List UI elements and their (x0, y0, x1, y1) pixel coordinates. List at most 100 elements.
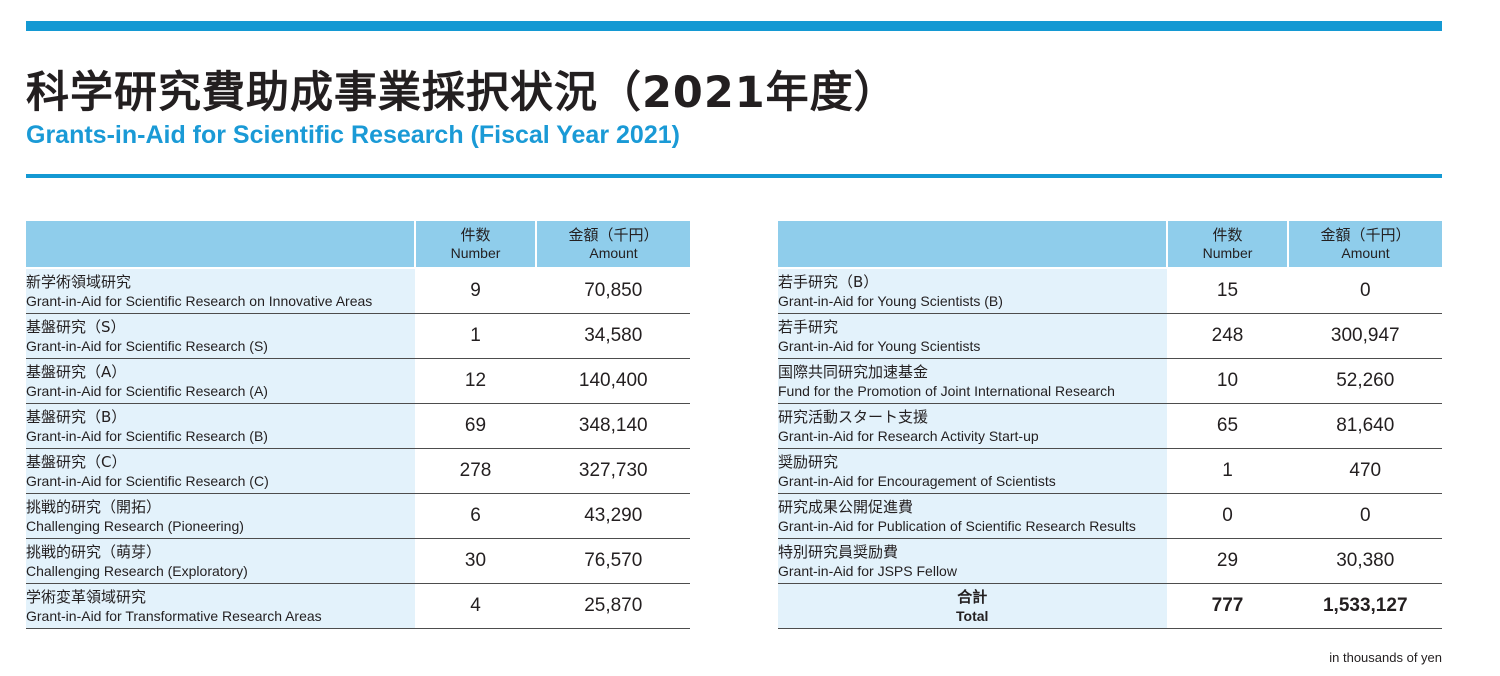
grant-number: 1 (414, 313, 536, 359)
grant-amount: 34,580 (535, 313, 690, 359)
grant-name-en: Grant-in-Aid for JSPS Fellow (778, 562, 957, 579)
header-number-jp: 件数 (460, 226, 491, 244)
grant-category: 若手研究 Grant-in-Aid for Young Scientists (778, 313, 1167, 359)
header-category (26, 221, 415, 269)
total-label-jp: 合計 (957, 587, 988, 606)
grant-category: 基盤研究（A） Grant-in-Aid for Scientific Resea… (26, 358, 415, 404)
top-accent-bar (26, 21, 1442, 31)
total-label: 合計 Total (778, 583, 1167, 629)
table-row: 基盤研究（A） Grant-in-Aid for Scientific Resea… (26, 358, 690, 404)
table-row: 基盤研究（C） Grant-in-Aid for Scientific Resea… (26, 448, 690, 494)
grant-category: 基盤研究（B） Grant-in-Aid for Scientific Resea… (26, 403, 415, 449)
grant-name-jp: 若手研究（B） (778, 272, 879, 291)
grant-name-en: Grant-in-Aid for Publication of Scientif… (778, 517, 1136, 534)
grant-amount: 300,947 (1287, 313, 1442, 359)
grant-name-jp: 国際共同研究加速基金 (778, 362, 929, 381)
grant-category: 研究成果公開促進費 Grant-in-Aid for Publication of… (778, 493, 1167, 539)
grant-name-jp: 若手研究 (778, 317, 839, 336)
grant-amount: 140,400 (535, 358, 690, 404)
grant-name-jp: 挑戦的研究（萌芽） (26, 542, 162, 561)
grant-name-en: Grant-in-Aid for Encouragement of Scient… (778, 472, 1056, 489)
grant-name-en: Grant-in-Aid for Young Scientists (B) (778, 292, 1003, 309)
grant-amount: 43,290 (535, 493, 690, 539)
grant-name-jp: 新学術領域研究 (26, 272, 132, 291)
grant-category: 若手研究（B） Grant-in-Aid for Young Scientists… (778, 268, 1167, 314)
table-row: 新学術領域研究 Grant-in-Aid for Scientific Resea… (26, 268, 690, 314)
grant-category: 学術変革領域研究 Grant-in-Aid for Transformative … (26, 583, 415, 629)
table-row: 若手研究（B） Grant-in-Aid for Young Scientists… (778, 268, 1442, 314)
header-amount: 金額（千円） Amount (535, 221, 690, 269)
grant-category: 国際共同研究加速基金 Fund for the Promotion of Join… (778, 358, 1167, 404)
grant-name-jp: 挑戦的研究（開拓） (26, 497, 162, 516)
grant-name-jp: 基盤研究（B） (26, 407, 127, 426)
header-number-en: Number (450, 244, 501, 261)
table-row: 挑戦的研究（萌芽） Challenging Research (Explorato… (26, 538, 690, 584)
table-row: 若手研究 Grant-in-Aid for Young Scientists 248… (778, 313, 1442, 359)
grant-number: 1 (1166, 448, 1288, 494)
grant-category: 基盤研究（S） Grant-in-Aid for Scientific Resea… (26, 313, 415, 359)
grant-name-jp: 奨励研究 (778, 452, 839, 471)
right-table-body: 若手研究（B） Grant-in-Aid for Young Scientists… (778, 268, 1442, 584)
grant-amount: 52,260 (1287, 358, 1442, 404)
grant-category: 基盤研究（C） Grant-in-Aid for Scientific Resea… (26, 448, 415, 494)
grant-amount: 470 (1287, 448, 1442, 494)
unit-note: in thousands of yen (1329, 650, 1442, 665)
left-table-body: 新学術領域研究 Grant-in-Aid for Scientific Resea… (26, 268, 690, 629)
grant-name-en: Grant-in-Aid for Scientific Research (A) (26, 382, 268, 399)
grant-amount: 70,850 (535, 268, 690, 314)
grant-name-jp: 基盤研究（S） (26, 317, 126, 336)
table-row: 学術変革領域研究 Grant-in-Aid for Transformative … (26, 583, 690, 629)
grant-name-jp: 基盤研究（A） (26, 362, 127, 381)
grant-amount: 0 (1287, 268, 1442, 314)
grant-category: 特別研究員奨励費 Grant-in-Aid for JSPS Fellow (778, 538, 1167, 584)
header-number-en: Number (1202, 244, 1253, 261)
grant-number: 0 (1166, 493, 1288, 539)
grant-name-en: Challenging Research (Pioneering) (26, 517, 244, 534)
header-amount-jp: 金額（千円） (568, 226, 659, 244)
grant-number: 248 (1166, 313, 1288, 359)
table-row: 挑戦的研究（開拓） Challenging Research (Pioneerin… (26, 493, 690, 539)
grant-number: 4 (414, 583, 536, 629)
table-row: 国際共同研究加速基金 Fund for the Promotion of Join… (778, 358, 1442, 404)
grant-name-en: Fund for the Promotion of Joint Internat… (778, 382, 1115, 399)
header-category (778, 221, 1167, 269)
grant-name-en: Grant-in-Aid for Scientific Research (C) (26, 472, 269, 489)
page-title-english: Grants-in-Aid for Scientific Research (F… (26, 121, 680, 149)
grant-number: 15 (1166, 268, 1288, 314)
grant-name-jp: 学術変革領域研究 (26, 587, 147, 606)
grant-number: 29 (1166, 538, 1288, 584)
grant-name-jp: 研究成果公開促進費 (778, 497, 914, 516)
total-number: 777 (1166, 583, 1288, 629)
table-row: 研究成果公開促進費 Grant-in-Aid for Publication of… (778, 493, 1442, 539)
table-row: 特別研究員奨励費 Grant-in-Aid for JSPS Fellow 29 30… (778, 538, 1442, 584)
grant-number: 6 (414, 493, 536, 539)
grant-amount: 348,140 (535, 403, 690, 449)
grant-category: 奨励研究 Grant-in-Aid for Encouragement of Sc… (778, 448, 1167, 494)
grant-amount: 76,570 (535, 538, 690, 584)
grant-name-en: Grant-in-Aid for Young Scientists (778, 337, 981, 354)
grant-number: 12 (414, 358, 536, 404)
page-title-japanese: 科学研究費助成事業採択状況（2021年度） (26, 68, 898, 118)
grant-amount: 81,640 (1287, 403, 1442, 449)
grant-name-jp: 基盤研究（C） (26, 452, 127, 471)
grant-category: 新学術領域研究 Grant-in-Aid for Scientific Resea… (26, 268, 415, 314)
header-number: 件数 Number (414, 221, 536, 269)
table-header-row: 件数 Number 金額（千円） Amount (778, 221, 1442, 269)
grant-number: 69 (414, 403, 536, 449)
header-number-jp: 件数 (1212, 226, 1243, 244)
grant-number: 10 (1166, 358, 1288, 404)
grant-category: 挑戦的研究（開拓） Challenging Research (Pioneerin… (26, 493, 415, 539)
grant-amount: 327,730 (535, 448, 690, 494)
grant-name-jp: 研究活動スタート支援 (778, 407, 929, 426)
header-number: 件数 Number (1166, 221, 1288, 269)
header-amount: 金額（千円） Amount (1287, 221, 1442, 269)
grant-number: 278 (414, 448, 536, 494)
grant-number: 9 (414, 268, 536, 314)
grant-name-en: Grant-in-Aid for Scientific Research (B) (26, 427, 268, 444)
grant-amount: 25,870 (535, 583, 690, 629)
grant-category: 挑戦的研究（萌芽） Challenging Research (Explorato… (26, 538, 415, 584)
header-amount-jp: 金額（千円） (1320, 226, 1411, 244)
title-divider (26, 174, 1442, 178)
total-label-en: Total (956, 607, 989, 624)
grant-name-en: Grant-in-Aid for Research Activity Start… (778, 427, 1039, 444)
